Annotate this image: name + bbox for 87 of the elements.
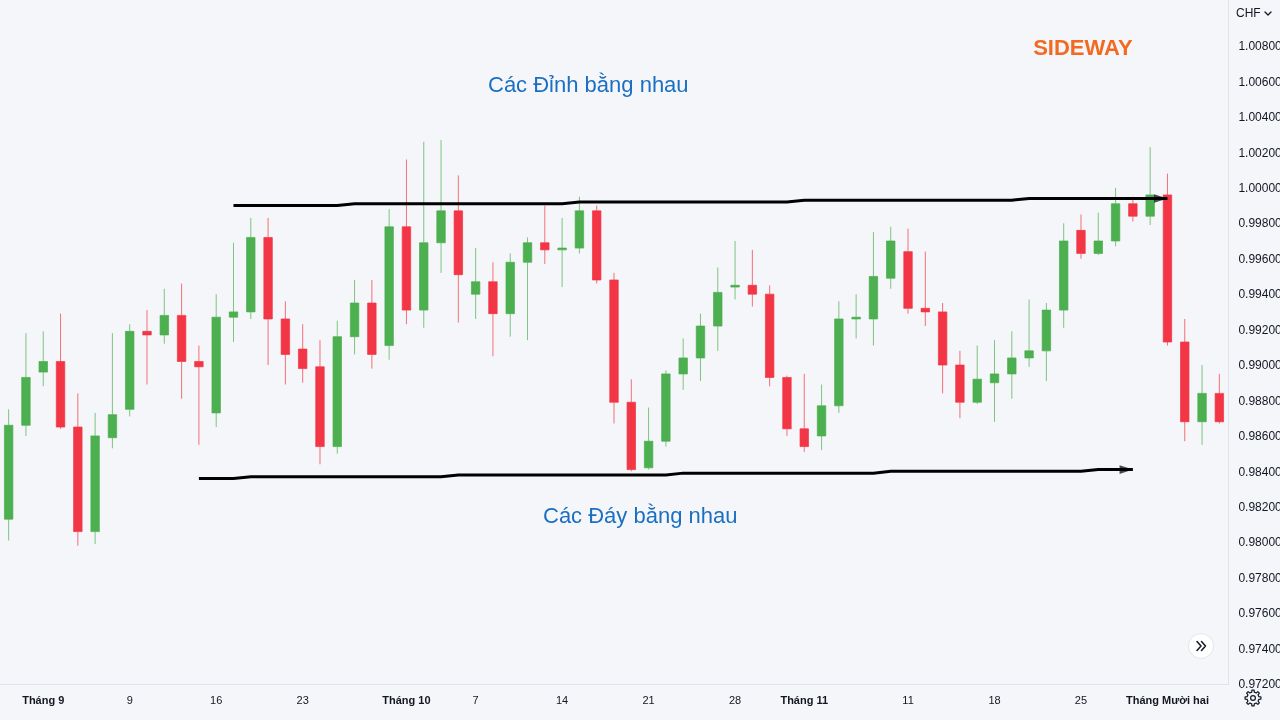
- candlestick: [263, 217, 273, 366]
- candlestick: [1093, 212, 1104, 256]
- candlestick: [297, 323, 308, 384]
- x-tick-label: 25: [1074, 694, 1088, 707]
- candlestick: [540, 205, 550, 265]
- y-axis-title: CHF: [1236, 6, 1261, 20]
- x-tick-label: 23: [296, 694, 309, 707]
- candlestick: [38, 330, 48, 387]
- x-tick-label: 9: [126, 694, 133, 707]
- x-tick-label: 7: [472, 694, 479, 707]
- candlestick: [903, 228, 913, 315]
- candlestick: [834, 300, 844, 414]
- candlestick: [194, 345, 204, 446]
- candlestick: [142, 309, 152, 386]
- candlestick: [1162, 173, 1173, 347]
- candlestick: [3, 408, 14, 541]
- x-tick-label: 16: [210, 694, 223, 707]
- candlestick: [678, 337, 688, 391]
- candlestick: [661, 369, 671, 448]
- candlestick: [799, 373, 809, 453]
- candlestick: [1110, 187, 1121, 247]
- candlestick: [1058, 222, 1069, 329]
- candlestick: [315, 339, 325, 465]
- candlestick: [1076, 213, 1086, 260]
- candlestick: [176, 283, 187, 400]
- candlestick: [920, 251, 931, 327]
- annotation: Các Đỉnh bằng nhau: [488, 72, 689, 97]
- candlestick: [782, 375, 792, 437]
- candlestick: [1180, 318, 1190, 442]
- candlestick: [695, 313, 706, 382]
- x-tick-label: Tháng Mười hai: [1125, 694, 1209, 707]
- candlestick: [55, 313, 66, 430]
- candlestick: [626, 378, 637, 472]
- candlestick: [367, 279, 377, 370]
- candlestick: [1007, 330, 1017, 400]
- candlestick: [419, 141, 429, 329]
- candlestick: [401, 158, 412, 325]
- candlestick: [332, 320, 343, 455]
- x-tick-label: 18: [988, 694, 1001, 707]
- x-tick-label: Tháng 10: [382, 694, 431, 707]
- candlestick: [764, 284, 775, 387]
- candlestick: [124, 323, 135, 417]
- candlestick: [280, 300, 291, 386]
- candlestick: [816, 384, 827, 451]
- candlestick: [436, 139, 446, 274]
- candlestick: [868, 231, 879, 347]
- candlestick: [522, 236, 533, 341]
- x-tick-label: Tháng 11: [780, 694, 829, 707]
- x-tick-label: Tháng 9: [22, 694, 65, 707]
- candlestick: [1024, 298, 1034, 368]
- candlestick: [349, 279, 360, 355]
- candlestick: [21, 332, 31, 437]
- candlestick: [557, 217, 567, 288]
- candlestick: [574, 196, 585, 254]
- candlestick: [159, 288, 170, 345]
- text: SIDEWAY: [1033, 34, 1133, 60]
- x-tick-label: 28: [728, 694, 742, 707]
- candlestick: [488, 261, 498, 357]
- candlestick: [989, 339, 1000, 423]
- candlestick: [1041, 302, 1052, 382]
- annotation: Các Đáy bằng nhau: [543, 503, 738, 528]
- x-tick-label: 14: [555, 694, 569, 707]
- candlestick: [1214, 373, 1225, 425]
- candlestick: [885, 226, 896, 290]
- candlestick: [384, 208, 394, 361]
- candlestick: [505, 252, 515, 338]
- candlestick: [955, 350, 965, 419]
- candlestick: [107, 332, 118, 449]
- candlestick: [470, 247, 481, 320]
- candlestick: [90, 412, 100, 545]
- candlestick: [1197, 364, 1207, 446]
- candlestick: [937, 302, 948, 394]
- candlestick: [228, 242, 239, 343]
- candlestick: [713, 267, 723, 352]
- candlestick: [211, 293, 221, 428]
- candlestick: [643, 407, 654, 471]
- candlestick: [246, 217, 256, 320]
- candlestick: [972, 345, 982, 405]
- candlestick: [609, 272, 619, 425]
- candlestick: [851, 293, 861, 339]
- candlestick: [591, 205, 602, 285]
- candlestick: [453, 174, 464, 324]
- x-tick-label: 21: [642, 694, 655, 707]
- candlestick: [73, 392, 83, 547]
- x-tick-label: 11: [902, 694, 914, 707]
- candlestick: [730, 240, 740, 300]
- candlestick: [747, 249, 758, 308]
